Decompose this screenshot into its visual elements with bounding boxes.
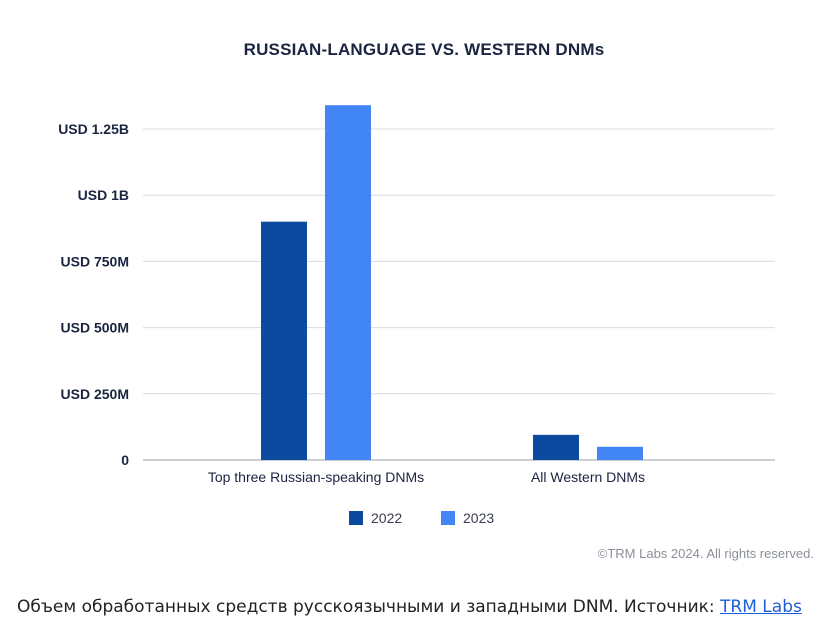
- bar-2023: [325, 105, 371, 460]
- legend-label: 2023: [463, 510, 494, 526]
- chart-title: RUSSIAN-LANGUAGE VS. WESTERN DNMs: [243, 40, 605, 59]
- y-tick-label: USD 750M: [61, 253, 129, 269]
- y-tick-label: USD 1.25B: [58, 121, 129, 137]
- copyright-notice: ©TRM Labs 2024. All rights reserved.: [597, 546, 814, 561]
- legend-swatch-2023: [441, 511, 455, 525]
- figure-caption: Объем обработанных средств русскоязычным…: [17, 597, 802, 617]
- source-link[interactable]: TRM Labs: [720, 597, 802, 617]
- y-tick-label: USD 250M: [61, 386, 129, 402]
- caption-text: Объем обработанных средств русскоязычным…: [17, 597, 721, 617]
- y-tick-label: USD 1B: [78, 187, 129, 203]
- x-category-label: Top three Russian-speaking DNMs: [208, 469, 424, 485]
- bar-chart: 0 USD 250M USD 500M USD 750M USD 1B USD 1.25B…: [58, 105, 775, 526]
- y-tick-label: 0: [121, 452, 129, 468]
- bar-2022: [533, 434, 579, 460]
- bar-2023: [597, 446, 643, 460]
- legend-swatch-2022: [349, 511, 363, 525]
- x-category-label: All Western DNMs: [531, 469, 645, 485]
- y-tick-label: USD 500M: [61, 320, 129, 336]
- legend-label: 2022: [371, 510, 402, 526]
- bar-2022: [261, 221, 307, 460]
